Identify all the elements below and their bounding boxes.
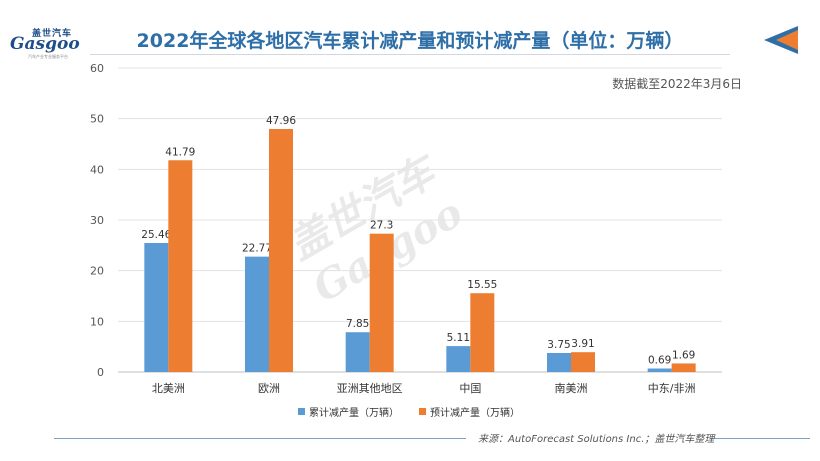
- chart-legend: 累计减产量（万辆） 预计减产量（万辆）: [298, 404, 520, 419]
- bar-forecast: [470, 293, 495, 372]
- y-tick-label: 20: [90, 265, 104, 278]
- y-tick-label: 10: [90, 315, 104, 328]
- footer-divider-right: [710, 438, 810, 439]
- y-tick-label: 60: [90, 62, 104, 75]
- gasgoo-logo: 盖世汽车 Gasgoo 汽车产业专业服务平台: [10, 26, 84, 59]
- bar-cumulative: [345, 332, 370, 372]
- bar-cumulative: [245, 256, 269, 372]
- bar-cumulative: [647, 368, 672, 372]
- data-label: 5.11: [447, 332, 470, 344]
- x-category-label: 北美洲: [152, 382, 185, 395]
- x-category-label: 南美洲: [555, 382, 588, 395]
- y-tick-label: 50: [90, 113, 104, 126]
- data-label: 27.3: [370, 220, 393, 232]
- y-tick-label: 30: [90, 214, 104, 227]
- data-label: 47.96: [266, 115, 296, 127]
- legend-label-series2: 预计减产量（万辆）: [430, 408, 520, 419]
- legend-item-series2: 预计减产量（万辆）: [419, 404, 520, 419]
- legend-item-series1: 累计减产量（万辆）: [298, 404, 399, 419]
- data-label: 1.69: [672, 349, 695, 361]
- y-tick-label: 40: [90, 163, 104, 176]
- data-label: 3.91: [571, 338, 594, 350]
- bar-forecast: [168, 160, 193, 372]
- data-label: 0.69: [648, 355, 671, 367]
- y-tick-label: 0: [97, 366, 104, 379]
- bar-forecast: [571, 352, 595, 372]
- title-divider: [90, 54, 730, 55]
- data-label: 25.46: [141, 229, 171, 241]
- corner-arrow-icon: [764, 26, 798, 54]
- data-label: 41.79: [165, 146, 195, 158]
- legend-swatch-series1: [298, 408, 305, 415]
- footer-divider-left: [54, 438, 466, 439]
- bar-forecast: [369, 233, 394, 372]
- bar-forecast: [671, 363, 696, 372]
- x-category-label: 亚洲其他地区: [337, 382, 403, 395]
- data-label: 3.75: [547, 339, 570, 351]
- logo-brand-text: Gasgoo: [10, 34, 80, 54]
- x-category-label: 中国: [459, 382, 481, 395]
- page-title: 2022年全球各地区汽车累计减产量和预计减产量（单位：万辆）: [136, 30, 684, 52]
- logo-chinese-text: 盖世汽车: [32, 29, 73, 39]
- legend-swatch-series2: [419, 408, 426, 415]
- bar-cumulative: [547, 353, 571, 372]
- bar-cumulative: [446, 346, 471, 372]
- bar-forecast: [269, 129, 293, 372]
- logo-slogan: 汽车产业专业服务平台: [28, 54, 68, 59]
- data-date-note: 数据截至2022年3月6日: [612, 77, 742, 91]
- x-category-label: 中东/非洲: [648, 382, 696, 395]
- data-label: 7.85: [346, 318, 369, 330]
- source-note: 来源：AutoForecast Solutions Inc.；盖世汽车整理: [478, 434, 715, 445]
- data-label: 22.77: [242, 243, 272, 255]
- bar-cumulative: [144, 243, 169, 372]
- legend-label-series1: 累计减产量（万辆）: [309, 408, 399, 419]
- x-category-label: 欧洲: [258, 382, 280, 395]
- data-label: 15.55: [467, 279, 497, 291]
